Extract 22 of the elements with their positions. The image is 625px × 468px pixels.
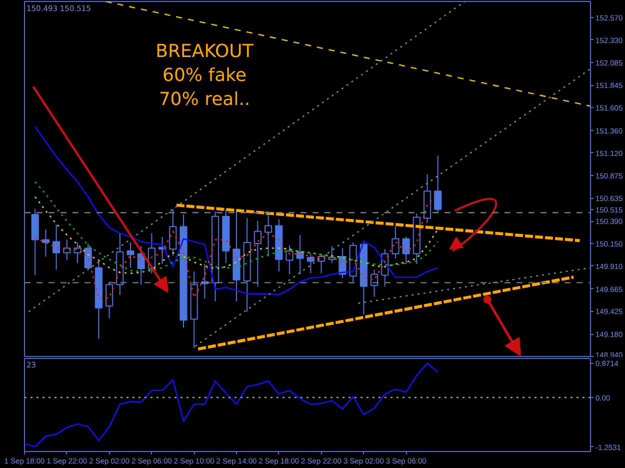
annotation: 70% real.. [158,89,250,110]
candlestick [169,208,177,256]
candlestick [264,214,272,258]
line-series [34,126,439,296]
candlestick [63,239,71,261]
candlestick [306,253,314,274]
candlestick [392,226,400,259]
annotation: 60% fake [162,65,246,86]
candlestick [434,155,442,214]
candlestick [74,242,82,264]
candlestick [296,234,304,275]
candlestick [254,220,262,287]
line-series [34,196,439,274]
line-series [24,362,439,448]
candlestick [286,244,294,275]
candlestick [126,242,134,268]
candlestick [402,236,410,265]
annotation: BREAKOUT [156,41,254,62]
candlestick [52,224,60,270]
candlestick [328,246,336,264]
candlestick [42,228,50,258]
candlestick [106,281,114,319]
